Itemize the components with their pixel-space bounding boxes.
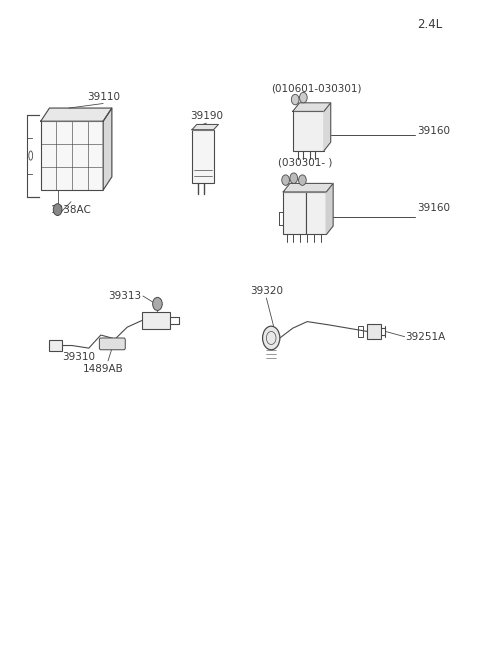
Bar [367,324,381,339]
Bar [49,339,62,351]
Text: 39251A: 39251A [406,331,446,342]
Polygon shape [326,183,333,234]
Text: 1489AB: 1489AB [83,364,123,374]
Bar [306,192,326,234]
Text: 2.4L: 2.4L [417,18,442,31]
Polygon shape [192,124,218,130]
Text: 1338AC: 1338AC [50,205,92,215]
Text: 39310: 39310 [62,352,96,362]
Bar [358,326,363,337]
Bar [192,130,214,183]
Circle shape [53,204,62,215]
Text: 39313: 39313 [108,291,142,301]
Text: 39160: 39160 [418,203,451,214]
FancyBboxPatch shape [99,338,125,350]
Text: (010601-030301): (010601-030301) [272,83,362,93]
Circle shape [153,297,162,310]
Polygon shape [283,183,333,192]
Text: 39160: 39160 [418,126,451,136]
Polygon shape [41,108,112,121]
Polygon shape [103,108,112,190]
Polygon shape [324,103,331,151]
Polygon shape [293,103,331,111]
Circle shape [263,326,280,350]
Bar [283,192,306,234]
Circle shape [299,175,306,185]
Circle shape [282,175,289,185]
Circle shape [300,92,307,103]
Text: (030301- ): (030301- ) [277,157,332,167]
Bar [142,312,170,329]
Bar [41,121,103,190]
Text: 39110: 39110 [87,92,120,102]
Circle shape [290,173,298,183]
Text: 39320: 39320 [250,286,283,296]
Circle shape [291,94,299,105]
Bar [293,111,324,151]
Text: 39190: 39190 [190,111,223,121]
